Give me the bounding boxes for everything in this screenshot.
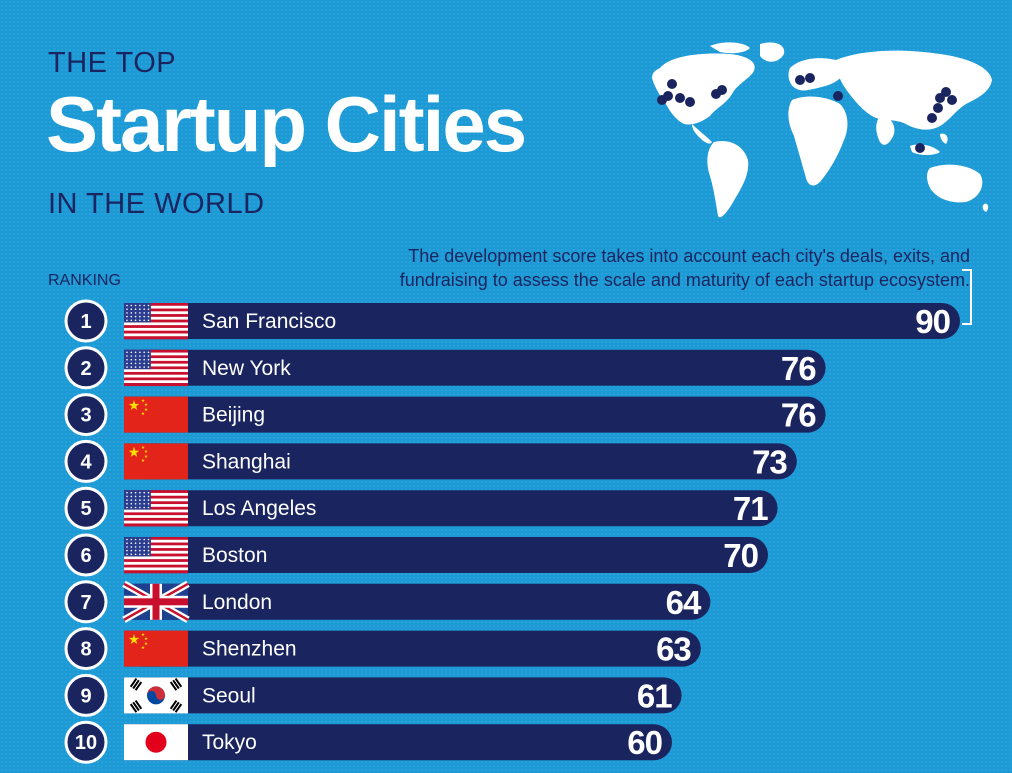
bar bbox=[124, 349, 826, 386]
title-top: THE TOP bbox=[48, 47, 177, 79]
bar bbox=[124, 396, 826, 433]
value-label: 60 bbox=[627, 724, 662, 761]
value-label: 90 bbox=[915, 303, 950, 340]
jp-flag-icon bbox=[124, 724, 188, 761]
chart-row: 4 Shanghai 73 bbox=[64, 439, 797, 483]
value-label: 73 bbox=[752, 443, 787, 480]
city-label: Tokyo bbox=[202, 731, 257, 754]
value-label: 76 bbox=[781, 397, 816, 434]
rank-circle bbox=[64, 580, 108, 624]
rank-label: 5 bbox=[80, 498, 91, 520]
rank-label: 9 bbox=[80, 685, 91, 707]
value-label: 61 bbox=[637, 677, 672, 714]
city-label: Boston bbox=[202, 544, 267, 567]
rank-label: 1 bbox=[80, 311, 91, 333]
page-title: Startup Cities bbox=[46, 80, 527, 168]
city-label: Shenzhen bbox=[202, 638, 297, 661]
title-bottom: IN THE WORLD bbox=[48, 188, 265, 220]
bar bbox=[124, 443, 797, 480]
value-label: 70 bbox=[723, 537, 758, 574]
bar bbox=[124, 490, 778, 527]
value-label: 63 bbox=[656, 631, 691, 668]
chart-row: 10 Tokyo 60 bbox=[64, 720, 672, 764]
rank-label: 3 bbox=[80, 405, 91, 427]
cn-flag-icon bbox=[124, 396, 188, 433]
rank-label: 7 bbox=[80, 592, 91, 614]
value-label: 64 bbox=[666, 584, 702, 621]
chart-row: 2 New York 76 bbox=[64, 346, 826, 390]
rank-label: 8 bbox=[80, 639, 91, 661]
rank-circle bbox=[64, 346, 108, 390]
rank-label: 2 bbox=[80, 358, 91, 380]
rank-circle bbox=[64, 673, 108, 717]
city-label: New York bbox=[202, 357, 291, 380]
rank-label: 4 bbox=[80, 451, 92, 473]
city-label: Seoul bbox=[202, 684, 256, 707]
bracket-decoration bbox=[962, 269, 972, 325]
rank-circle bbox=[64, 627, 108, 671]
rank-label: 10 bbox=[75, 732, 97, 754]
rank-circle bbox=[64, 533, 108, 577]
ranking-label: RANKING bbox=[48, 272, 121, 289]
rank-label: 6 bbox=[80, 545, 91, 567]
world-map-icon bbox=[652, 42, 992, 218]
bar bbox=[124, 630, 701, 667]
us-flag-icon bbox=[124, 303, 188, 340]
chart-row: 7 London 64 bbox=[64, 580, 711, 624]
bar bbox=[124, 303, 960, 339]
cn-flag-icon bbox=[124, 630, 188, 667]
kr-flag-icon bbox=[124, 677, 188, 714]
chart-row: 5 Los Angeles 71 bbox=[64, 486, 778, 530]
chart-row: 6 Boston 70 bbox=[64, 533, 768, 577]
bar bbox=[124, 583, 711, 620]
city-label: Los Angeles bbox=[202, 497, 316, 520]
chart-row: 3 Beijing 76 bbox=[64, 393, 826, 437]
description: The development score takes into account… bbox=[399, 246, 970, 290]
cn-flag-icon bbox=[124, 443, 188, 480]
chart-row: 8 Shenzhen 63 bbox=[64, 627, 701, 671]
bar bbox=[124, 537, 768, 573]
city-label: London bbox=[202, 591, 272, 614]
value-label: 76 bbox=[781, 350, 816, 387]
bar bbox=[124, 677, 682, 714]
city-label: Shanghai bbox=[202, 450, 291, 473]
city-label: Beijing bbox=[202, 404, 265, 427]
rank-circle bbox=[64, 720, 108, 764]
us-flag-icon bbox=[124, 349, 188, 387]
bar bbox=[124, 724, 672, 761]
rank-circle bbox=[64, 393, 108, 437]
value-label: 71 bbox=[733, 490, 768, 527]
uk-flag-icon bbox=[122, 580, 190, 623]
rank-circle bbox=[64, 486, 108, 530]
us-flag-icon bbox=[124, 537, 188, 574]
city-label: San Francisco bbox=[202, 310, 336, 333]
rank-circle bbox=[64, 299, 108, 343]
us-flag-icon bbox=[124, 490, 188, 527]
rank-circle bbox=[64, 439, 108, 483]
chart-row: 9 Seoul 61 bbox=[64, 673, 682, 717]
chart-row: 1 San Francisco 90 bbox=[64, 299, 960, 343]
